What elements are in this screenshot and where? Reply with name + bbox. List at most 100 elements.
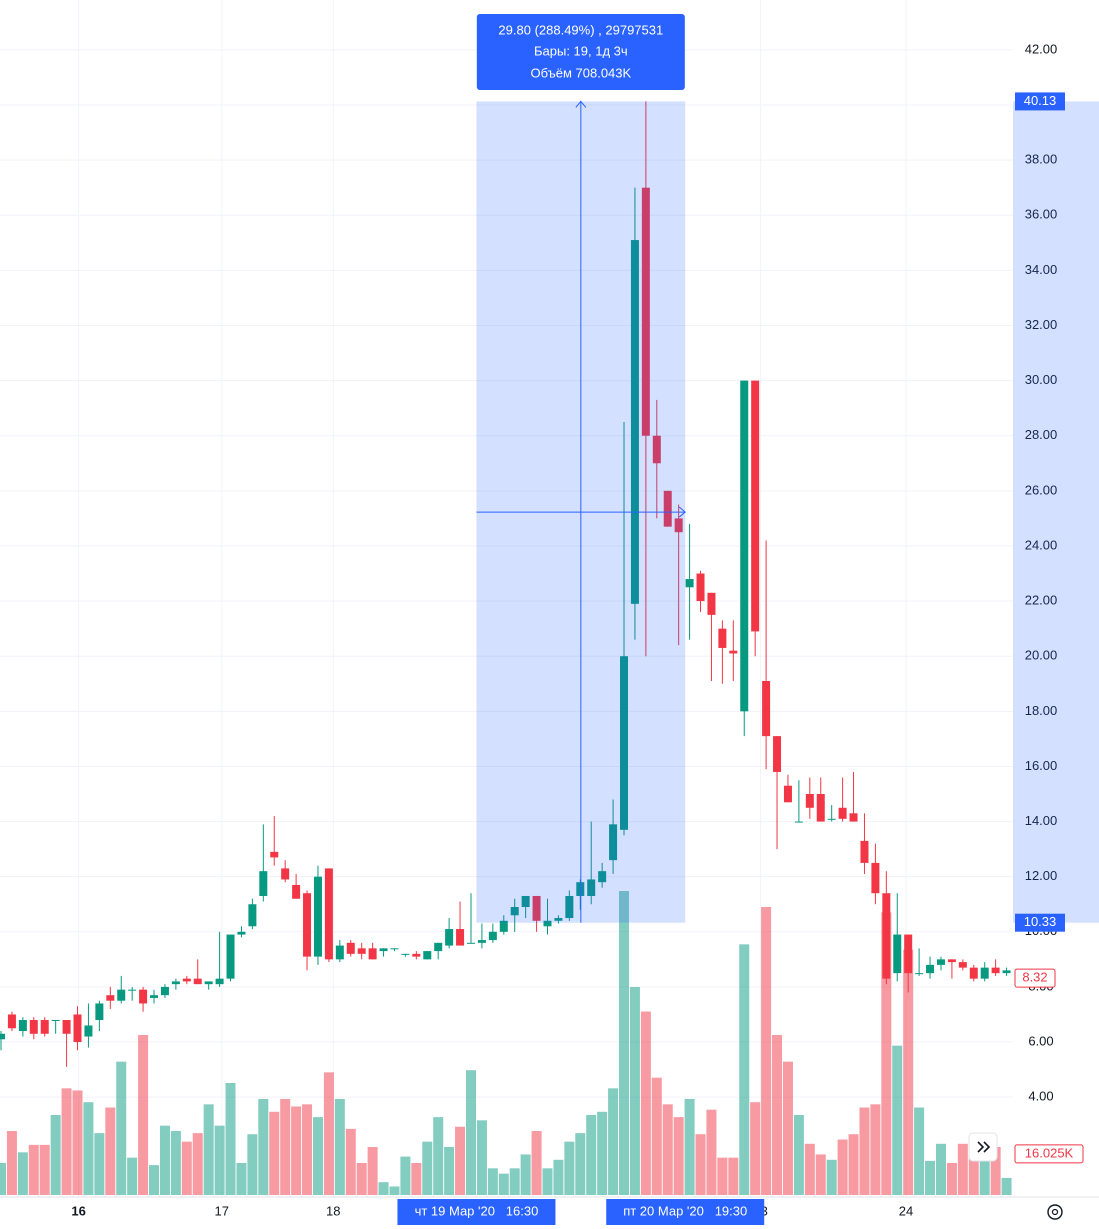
candle-body	[292, 884, 301, 899]
candle-body	[849, 813, 858, 822]
candle-body	[139, 989, 148, 1004]
candle-body	[62, 1019, 71, 1034]
candle-body	[466, 942, 475, 944]
time-label-box	[606, 1199, 765, 1225]
arrow-head	[678, 506, 686, 518]
candle-body	[860, 840, 869, 863]
candle-body	[51, 1019, 60, 1021]
candle-body	[445, 929, 454, 946]
y-tick-label: 4.00	[1028, 1089, 1053, 1104]
volume-bar	[345, 1128, 356, 1195]
volume-bar	[334, 1099, 345, 1195]
volume-bar	[476, 1120, 487, 1195]
candle-body	[117, 989, 126, 1001]
gear-icon[interactable]	[1047, 1204, 1063, 1220]
settings-button[interactable]	[1047, 1204, 1063, 1220]
volume-bar	[925, 1160, 936, 1195]
volume-bar	[706, 1109, 717, 1195]
y-tick-label: 18.00	[1025, 703, 1058, 718]
volume-bar	[728, 1157, 739, 1195]
candle-body	[543, 920, 552, 927]
candle-body	[554, 918, 563, 921]
volume-bar	[597, 1111, 608, 1195]
volume-bar	[312, 1117, 323, 1195]
candle-body	[346, 942, 355, 954]
candle-body	[609, 824, 618, 861]
volume-bar	[619, 891, 630, 1195]
volume-bar	[881, 912, 892, 1195]
candle-body	[477, 940, 486, 943]
volume-bar	[870, 1104, 881, 1195]
candle-body	[816, 794, 825, 822]
volume-bar	[673, 1117, 684, 1195]
candle-body	[652, 435, 661, 464]
candle-body	[936, 959, 945, 965]
candle-body	[751, 380, 760, 632]
candle-body	[718, 628, 727, 648]
volume-bar	[6, 1131, 17, 1195]
y-tick-label: 22.00	[1025, 593, 1058, 608]
axes: 4.006.008.0010.0012.0014.0016.0018.0020.…	[71, 41, 1099, 1225]
candle-body	[150, 995, 159, 998]
volume-bar	[269, 1111, 280, 1195]
volume-bar	[640, 1011, 651, 1195]
candle-body	[106, 995, 115, 1001]
candle-body	[0, 1033, 5, 1040]
candle-body	[379, 948, 388, 952]
y-tick-label: 30.00	[1025, 372, 1058, 387]
candle-body	[204, 981, 213, 985]
measure-tooltip-text: Объём 708.043K	[530, 65, 631, 80]
last-volume-box	[1014, 1144, 1084, 1164]
candle-body	[456, 929, 465, 946]
candle-body	[565, 895, 574, 919]
candle-body	[740, 380, 749, 712]
y-tick-label: 26.00	[1025, 482, 1058, 497]
candle-body	[412, 953, 421, 957]
y-tick-label: 32.00	[1025, 317, 1058, 332]
volume-bar	[608, 1088, 619, 1195]
volume-bar	[291, 1106, 302, 1195]
candle-body	[313, 876, 322, 957]
candle-body	[641, 187, 650, 436]
volume-bar	[50, 1115, 61, 1195]
candle-body	[729, 650, 738, 654]
volume-bar	[848, 1134, 859, 1195]
volume-bar	[968, 1143, 979, 1195]
candle-body	[171, 981, 180, 985]
candle-body	[18, 1019, 27, 1032]
volume-bar	[400, 1156, 411, 1195]
last-price-box	[1014, 968, 1056, 988]
volume-bar	[105, 1107, 116, 1195]
volume-bar	[214, 1125, 225, 1195]
candle-body	[182, 978, 191, 982]
volume-bar	[772, 1035, 783, 1195]
candle-body	[620, 656, 629, 830]
y-tick-label: 20.00	[1025, 648, 1058, 663]
scroll-icon	[977, 1141, 991, 1153]
candle-body	[95, 1003, 104, 1020]
arrow-head	[575, 100, 587, 108]
volume-bar	[302, 1104, 313, 1195]
volume-bar	[181, 1141, 192, 1195]
candle-body	[969, 967, 978, 979]
candle-body	[904, 934, 913, 974]
x-tick-label: 17	[215, 1203, 229, 1218]
volume-bar	[138, 1035, 149, 1195]
volume-bar	[684, 1099, 695, 1195]
scroll-button[interactable]	[968, 1132, 998, 1162]
time-label-box	[397, 1199, 556, 1225]
volume-bar	[761, 907, 772, 1195]
candle-body	[926, 964, 935, 974]
candle-body	[368, 948, 377, 960]
candle-body	[324, 868, 333, 960]
volume-bar	[739, 944, 750, 1195]
candle-body	[980, 967, 989, 979]
volume-bar	[247, 1134, 258, 1195]
volume-bar	[258, 1099, 269, 1195]
measure-tooltip	[476, 14, 685, 90]
volume-bar	[575, 1133, 586, 1195]
y-tick-label: 16.00	[1025, 758, 1058, 773]
volume-bar	[651, 1077, 662, 1195]
candle-body	[335, 945, 344, 960]
